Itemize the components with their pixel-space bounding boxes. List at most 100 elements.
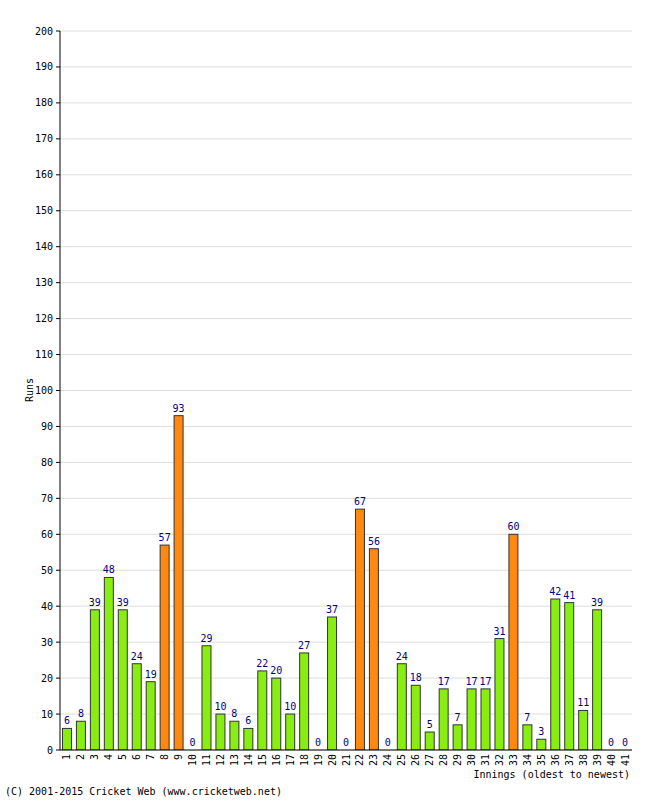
x-axis-line: [60, 750, 632, 751]
grid-line: [60, 282, 632, 283]
x-tick-label: 35: [536, 754, 547, 766]
data-label: 19: [145, 669, 157, 680]
bar: [174, 416, 183, 750]
data-label: 20: [270, 665, 282, 676]
data-label: 48: [103, 564, 115, 575]
grid-line: [60, 138, 632, 139]
x-tick-label: 14: [243, 754, 254, 766]
chart-container: 0102030405060708090100110120130140150160…: [0, 0, 650, 800]
bar: [244, 728, 253, 750]
bar: [62, 728, 71, 750]
data-label: 17: [438, 676, 450, 687]
y-axis-title: Runs: [24, 378, 35, 402]
y-tick-label: 10: [41, 709, 53, 720]
bar: [132, 664, 141, 750]
grid-line: [60, 246, 632, 247]
bar: [104, 577, 113, 750]
data-label: 24: [131, 651, 143, 662]
grid-line: [60, 354, 632, 355]
x-tick-label: 37: [564, 754, 575, 766]
grid-line: [60, 66, 632, 67]
y-tick-label: 30: [41, 637, 53, 648]
data-label: 5: [427, 719, 433, 730]
data-label: 10: [284, 701, 296, 712]
x-tick-label: 40: [606, 754, 617, 766]
y-tick: [56, 570, 60, 571]
x-tick-label: 28: [438, 754, 449, 766]
grid-line: [60, 210, 632, 211]
y-tick-label: 40: [41, 601, 53, 612]
y-tick-label: 140: [35, 241, 53, 252]
x-tick-label: 4: [103, 754, 114, 760]
y-tick: [56, 31, 60, 32]
y-tick-label: 100: [35, 385, 53, 396]
bar: [328, 617, 337, 750]
bar: [565, 603, 574, 750]
bar: [118, 610, 127, 750]
y-tick-label: 70: [41, 493, 53, 504]
grid-line: [60, 102, 632, 103]
data-label: 22: [256, 658, 268, 669]
x-tick-label: 6: [131, 754, 142, 760]
grid-line: [60, 426, 632, 427]
y-tick-label: 60: [41, 529, 53, 540]
y-tick: [56, 66, 60, 67]
grid-line: [60, 606, 632, 607]
bar: [160, 545, 169, 750]
data-label: 17: [466, 676, 478, 687]
x-tick-label: 39: [592, 754, 603, 766]
x-tick-label: 12: [215, 754, 226, 766]
data-label: 6: [64, 715, 70, 726]
bar: [523, 725, 532, 750]
x-tick-label: 23: [368, 754, 379, 766]
y-tick-label: 90: [41, 421, 53, 432]
bar: [593, 610, 602, 750]
x-tick-label: 22: [354, 754, 365, 766]
x-tick-label: 13: [229, 754, 240, 766]
y-tick: [56, 102, 60, 103]
bar: [579, 710, 588, 750]
bar: [272, 678, 281, 750]
data-label: 24: [396, 651, 408, 662]
bar: [411, 685, 420, 750]
bar: [509, 534, 518, 750]
data-label: 60: [507, 521, 519, 532]
data-label: 67: [354, 496, 366, 507]
x-axis: 1234567891011121314151617181920212223242…: [61, 754, 630, 766]
bar: [481, 689, 490, 750]
y-tick-label: 180: [35, 97, 53, 108]
y-tick-label: 150: [35, 205, 53, 216]
grid-line: [60, 498, 632, 499]
x-tick-label: 7: [145, 754, 156, 760]
y-tick-label: 200: [35, 26, 53, 37]
x-tick-label: 41: [620, 754, 631, 766]
y-tick: [56, 282, 60, 283]
data-label: 0: [190, 737, 196, 748]
grid-line: [60, 462, 632, 463]
y-tick: [56, 138, 60, 139]
x-tick-label: 25: [396, 754, 407, 766]
bar: [202, 646, 211, 750]
bar: [258, 671, 267, 750]
y-tick-label: 0: [47, 745, 53, 756]
y-tick-label: 20: [41, 673, 53, 684]
bar: [146, 682, 155, 750]
bar: [425, 732, 434, 750]
data-label: 41: [563, 590, 575, 601]
data-label: 18: [410, 672, 422, 683]
bar: [76, 721, 85, 750]
y-tick: [56, 534, 60, 535]
bar: [300, 653, 309, 750]
x-axis-title: Innings (oldest to newest): [473, 769, 630, 780]
data-label: 39: [117, 597, 129, 608]
y-axis-line: [60, 31, 61, 750]
x-tick-label: 10: [187, 754, 198, 766]
data-label: 0: [622, 737, 628, 748]
chart-svg: 0102030405060708090100110120130140150160…: [0, 0, 650, 800]
y-tick: [56, 318, 60, 319]
grid-line: [60, 390, 632, 391]
bar: [397, 664, 406, 750]
x-tick-label: 20: [327, 754, 338, 766]
x-tick-label: 32: [494, 754, 505, 766]
data-label: 6: [245, 715, 251, 726]
